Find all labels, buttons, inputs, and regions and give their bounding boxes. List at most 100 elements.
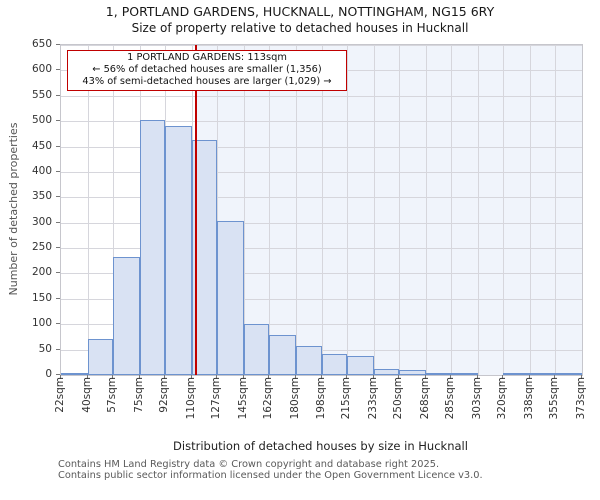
histogram-bar bbox=[139, 119, 165, 375]
y-tick-label: 550 bbox=[31, 88, 52, 101]
x-tick-mark bbox=[163, 375, 165, 379]
y-tick-label: 450 bbox=[31, 139, 52, 152]
y-tick-label: 0 bbox=[45, 368, 52, 380]
x-tick-mark bbox=[215, 375, 217, 379]
x-tick-label: 40sqm bbox=[80, 377, 93, 413]
gridline-h bbox=[61, 146, 582, 148]
gridline-h bbox=[61, 45, 582, 46]
page-subtitle: Size of property relative to detached ho… bbox=[131, 21, 469, 35]
y-tick-label: 100 bbox=[31, 317, 52, 330]
y-tick-mark bbox=[56, 297, 60, 299]
gridline-h bbox=[61, 273, 582, 275]
y-tick-mark bbox=[56, 196, 60, 198]
annotation-line-3: 43% of semi-detached houses are larger (… bbox=[82, 76, 332, 87]
x-tick-label: 303sqm bbox=[471, 377, 484, 420]
y-tick-label: 50 bbox=[38, 342, 52, 355]
y-tick-mark bbox=[56, 272, 60, 274]
x-tick-mark bbox=[477, 375, 479, 379]
gridline-v bbox=[503, 45, 505, 375]
y-tick-mark bbox=[56, 170, 60, 172]
gridline-h bbox=[61, 248, 582, 250]
x-tick-mark bbox=[60, 375, 61, 379]
gridline-v bbox=[216, 45, 218, 375]
histogram-bar bbox=[61, 372, 88, 375]
y-tick-mark bbox=[56, 374, 60, 375]
page-title: 1, PORTLAND GARDENS, HUCKNALL, NOTTINGHA… bbox=[105, 4, 495, 19]
x-tick-mark bbox=[346, 375, 348, 379]
y-tick-label: 400 bbox=[31, 164, 52, 177]
y-tick-label: 650 bbox=[31, 38, 52, 50]
x-tick-mark bbox=[242, 375, 244, 379]
histogram-bar bbox=[426, 373, 452, 375]
x-tick-label: 250sqm bbox=[392, 377, 405, 420]
histogram-bar bbox=[322, 354, 348, 375]
y-tick-mark bbox=[56, 323, 60, 325]
x-tick-mark bbox=[138, 375, 140, 379]
y-axis-title: Number of detached properties bbox=[7, 122, 20, 296]
y-tick-mark bbox=[56, 69, 60, 71]
gridline-v bbox=[451, 45, 453, 375]
gridline-v bbox=[268, 45, 270, 375]
gridline-v bbox=[478, 45, 480, 375]
footer-attribution-2: Contains public sector information licen… bbox=[58, 470, 483, 481]
gridline-v bbox=[426, 45, 428, 375]
x-tick-label: 180sqm bbox=[288, 377, 301, 420]
x-tick-mark bbox=[86, 375, 88, 379]
x-tick-label: 57sqm bbox=[105, 377, 118, 413]
y-tick-label: 250 bbox=[31, 241, 52, 254]
larger-region-shade bbox=[196, 45, 582, 375]
gridline-v bbox=[374, 45, 376, 375]
plot-area: 1 PORTLAND GARDENS: 113sqm ← 56% of deta… bbox=[60, 44, 583, 376]
y-tick-label: 150 bbox=[31, 291, 52, 304]
histogram-bar bbox=[87, 339, 113, 375]
x-tick-label: 355sqm bbox=[548, 377, 561, 420]
x-tick-mark bbox=[529, 375, 531, 379]
y-tick-label: 600 bbox=[31, 63, 52, 76]
histogram-bar bbox=[530, 373, 556, 375]
x-axis-title: Distribution of detached houses by size … bbox=[173, 439, 468, 453]
x-tick-label: 285sqm bbox=[444, 377, 457, 420]
gridline-h bbox=[61, 222, 582, 224]
gridline-v bbox=[243, 45, 245, 375]
x-tick-mark bbox=[581, 375, 582, 379]
gridline-v bbox=[322, 45, 324, 375]
y-tick-mark bbox=[56, 247, 60, 249]
x-tick-mark bbox=[450, 375, 452, 379]
x-tick-label: 92sqm bbox=[157, 377, 170, 413]
histogram-bar bbox=[374, 368, 400, 375]
x-tick-label: 338sqm bbox=[523, 377, 536, 420]
x-tick-mark bbox=[398, 375, 400, 379]
gridline-h bbox=[61, 197, 582, 199]
x-tick-mark bbox=[190, 375, 192, 379]
y-tick-label: 500 bbox=[31, 114, 52, 127]
histogram-bar bbox=[347, 355, 375, 375]
x-tick-label: 75sqm bbox=[132, 377, 145, 413]
y-tick-mark bbox=[56, 44, 60, 45]
x-tick-mark bbox=[425, 375, 427, 379]
gridline-h bbox=[61, 95, 582, 97]
y-tick-label: 300 bbox=[31, 215, 52, 228]
x-tick-mark bbox=[554, 375, 556, 379]
y-tick-mark bbox=[56, 348, 60, 350]
gridline-v bbox=[399, 45, 401, 375]
gridline-v bbox=[347, 45, 349, 375]
x-tick-label: 22sqm bbox=[54, 377, 66, 413]
histogram-bar bbox=[112, 257, 140, 375]
x-tick-label: 198sqm bbox=[315, 377, 328, 420]
histogram-bar bbox=[295, 346, 323, 375]
gridline-h bbox=[61, 324, 582, 326]
property-size-marker-line bbox=[195, 45, 198, 375]
gridline-v bbox=[555, 45, 557, 375]
x-tick-mark bbox=[267, 375, 269, 379]
x-tick-mark bbox=[321, 375, 323, 379]
histogram-bar bbox=[399, 369, 427, 375]
x-tick-label: 373sqm bbox=[575, 377, 587, 420]
x-tick-label: 145sqm bbox=[236, 377, 249, 420]
x-tick-mark bbox=[502, 375, 504, 379]
gridline-h bbox=[61, 121, 582, 123]
x-tick-mark bbox=[294, 375, 296, 379]
annotation-line-2: ← 56% of detached houses are smaller (1,… bbox=[92, 64, 322, 75]
x-tick-label: 162sqm bbox=[261, 377, 274, 420]
x-tick-label: 268sqm bbox=[419, 377, 432, 420]
